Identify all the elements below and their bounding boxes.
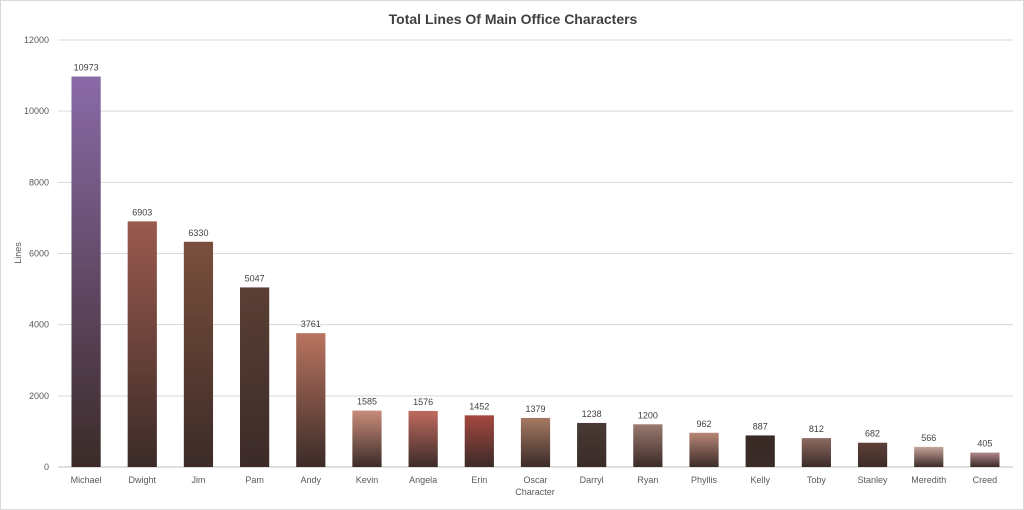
bar-stanley [857, 442, 888, 467]
bar-kevin [352, 410, 382, 467]
x-tick-label: Phyllis [691, 475, 718, 485]
data-label: 1238 [582, 409, 602, 419]
gridlines [58, 39, 1013, 397]
y-tick-label: 4000 [29, 320, 49, 330]
x-tick-label: Erin [471, 475, 487, 485]
x-tick-label: Angela [409, 475, 437, 485]
data-label: 5047 [245, 273, 265, 283]
y-tick-label: 12000 [24, 35, 49, 45]
y-axis-ticks: 0 2000 4000 6000 8000 10000 12000 [24, 35, 49, 472]
data-label: 1452 [469, 401, 489, 411]
bar-ryan [633, 424, 663, 467]
bar-creed [970, 452, 1000, 467]
x-tick-label: Meredith [911, 475, 946, 485]
bar-kelly [745, 435, 775, 467]
data-label: 1200 [638, 410, 658, 420]
bar-dwight [127, 221, 157, 467]
data-label: 3761 [301, 319, 321, 329]
data-label: 10973 [74, 63, 99, 73]
data-label: 1576 [413, 397, 433, 407]
x-tick-label: Dwight [129, 475, 157, 485]
bar-darryl [577, 422, 607, 467]
bar-oscar [520, 417, 551, 467]
bar-pam [240, 287, 270, 467]
x-axis-ticks: Michael Dwight Jim Pam Andy Kevin Angela Erin Os… [71, 475, 998, 485]
x-tick-label: Andy [301, 475, 322, 485]
data-label: 566 [921, 433, 936, 443]
bar-andy [296, 333, 326, 467]
x-tick-label: Toby [807, 475, 827, 485]
x-tick-label: Stanley [858, 475, 889, 485]
bar-angela [408, 410, 438, 467]
x-tick-label: Michael [71, 475, 102, 485]
bar-toby [801, 438, 831, 467]
x-tick-label: Ryan [637, 475, 658, 485]
x-tick-label: Jim [191, 475, 205, 485]
chart-title: Total Lines Of Main Office Characters [389, 11, 638, 27]
data-label: 1379 [525, 404, 545, 414]
bars: 10973 6903 6330 5047 3761 1585 1576 1452 1379 123… [71, 63, 1000, 468]
data-label: 6903 [132, 207, 152, 217]
bar-jim [183, 241, 214, 467]
y-axis-title: Lines [13, 242, 23, 264]
y-tick-label: 2000 [29, 391, 49, 401]
y-tick-label: 0 [44, 462, 49, 472]
x-tick-label: Darryl [580, 475, 604, 485]
data-label: 405 [977, 439, 992, 449]
bar-michael [71, 76, 101, 468]
x-axis-title: Character [515, 487, 555, 497]
y-tick-label: 10000 [24, 106, 49, 116]
data-label: 962 [697, 419, 712, 429]
data-label: 887 [753, 421, 768, 431]
bar-phyllis [689, 432, 719, 467]
x-tick-label: Oscar [523, 475, 547, 485]
bar-erin [464, 415, 494, 467]
x-tick-label: Pam [245, 475, 264, 485]
x-tick-label: Kelly [750, 475, 770, 485]
bar-meredith [914, 446, 944, 467]
data-label: 1585 [357, 397, 377, 407]
data-label: 812 [809, 424, 824, 434]
y-tick-label: 6000 [29, 249, 49, 259]
data-label: 6330 [188, 228, 208, 238]
x-tick-label: Kevin [356, 475, 379, 485]
data-label: 682 [865, 429, 880, 439]
y-tick-label: 8000 [29, 177, 49, 187]
x-tick-label: Creed [973, 475, 998, 485]
